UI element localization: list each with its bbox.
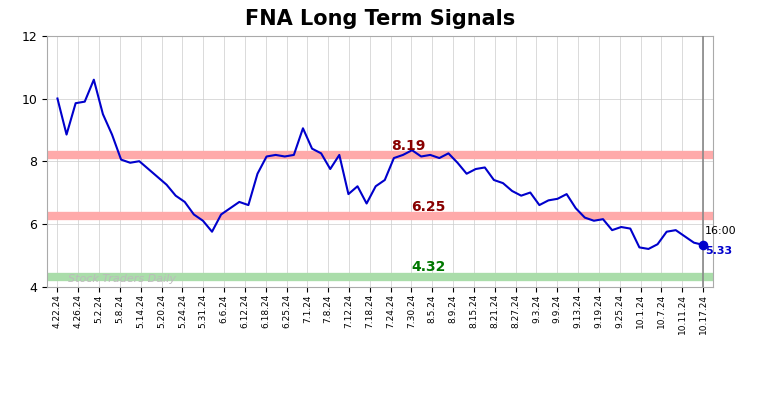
Text: 16:00: 16:00 (705, 226, 737, 236)
Text: 5.33: 5.33 (705, 246, 732, 256)
Text: 4.32: 4.32 (412, 260, 446, 274)
Title: FNA Long Term Signals: FNA Long Term Signals (245, 9, 515, 29)
Point (697, 242, 710, 248)
Text: 8.19: 8.19 (390, 139, 425, 153)
Text: 6.25: 6.25 (412, 199, 446, 214)
Text: Stock Traders Daily: Stock Traders Daily (68, 274, 176, 284)
